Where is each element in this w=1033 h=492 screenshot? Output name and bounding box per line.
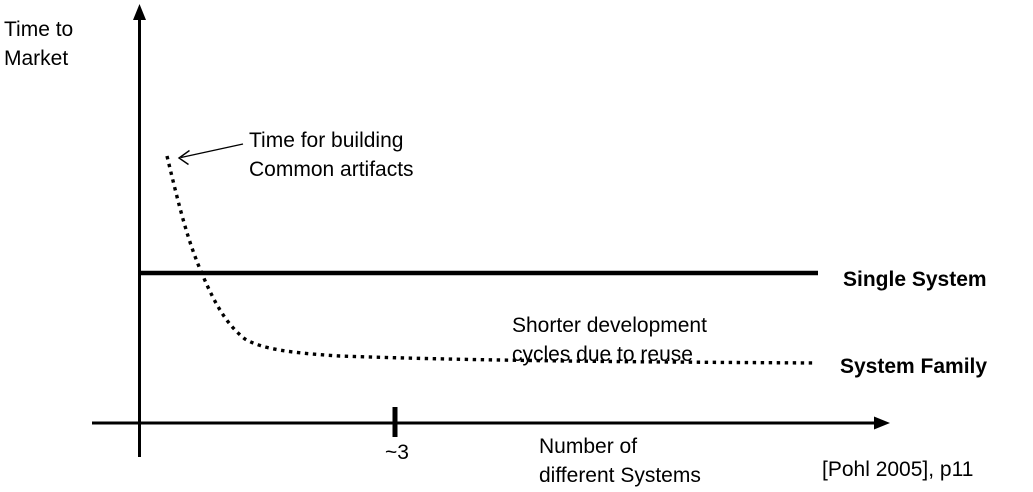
y-axis-arrow-icon (133, 4, 146, 20)
system-family-curve (165, 155, 817, 365)
single-system-label: Single System (843, 268, 987, 291)
x-axis-arrow-icon (874, 416, 890, 430)
y-axis-label: Time to Market (4, 18, 74, 70)
annotation-arrow-line (180, 143, 244, 159)
annotation-common-artifacts: Time for building Common artifacts (249, 129, 414, 181)
system-family-label: System Family (840, 355, 988, 378)
citation: [Pohl 2005], p11 (822, 458, 974, 481)
x-tick-label: ~3 (385, 441, 409, 464)
annotation-reuse: Shorter development cycles due to reuse (512, 314, 707, 366)
x-axis-label: Number of different Systems (539, 435, 701, 487)
annotation-arrow-head-icon (177, 149, 190, 166)
